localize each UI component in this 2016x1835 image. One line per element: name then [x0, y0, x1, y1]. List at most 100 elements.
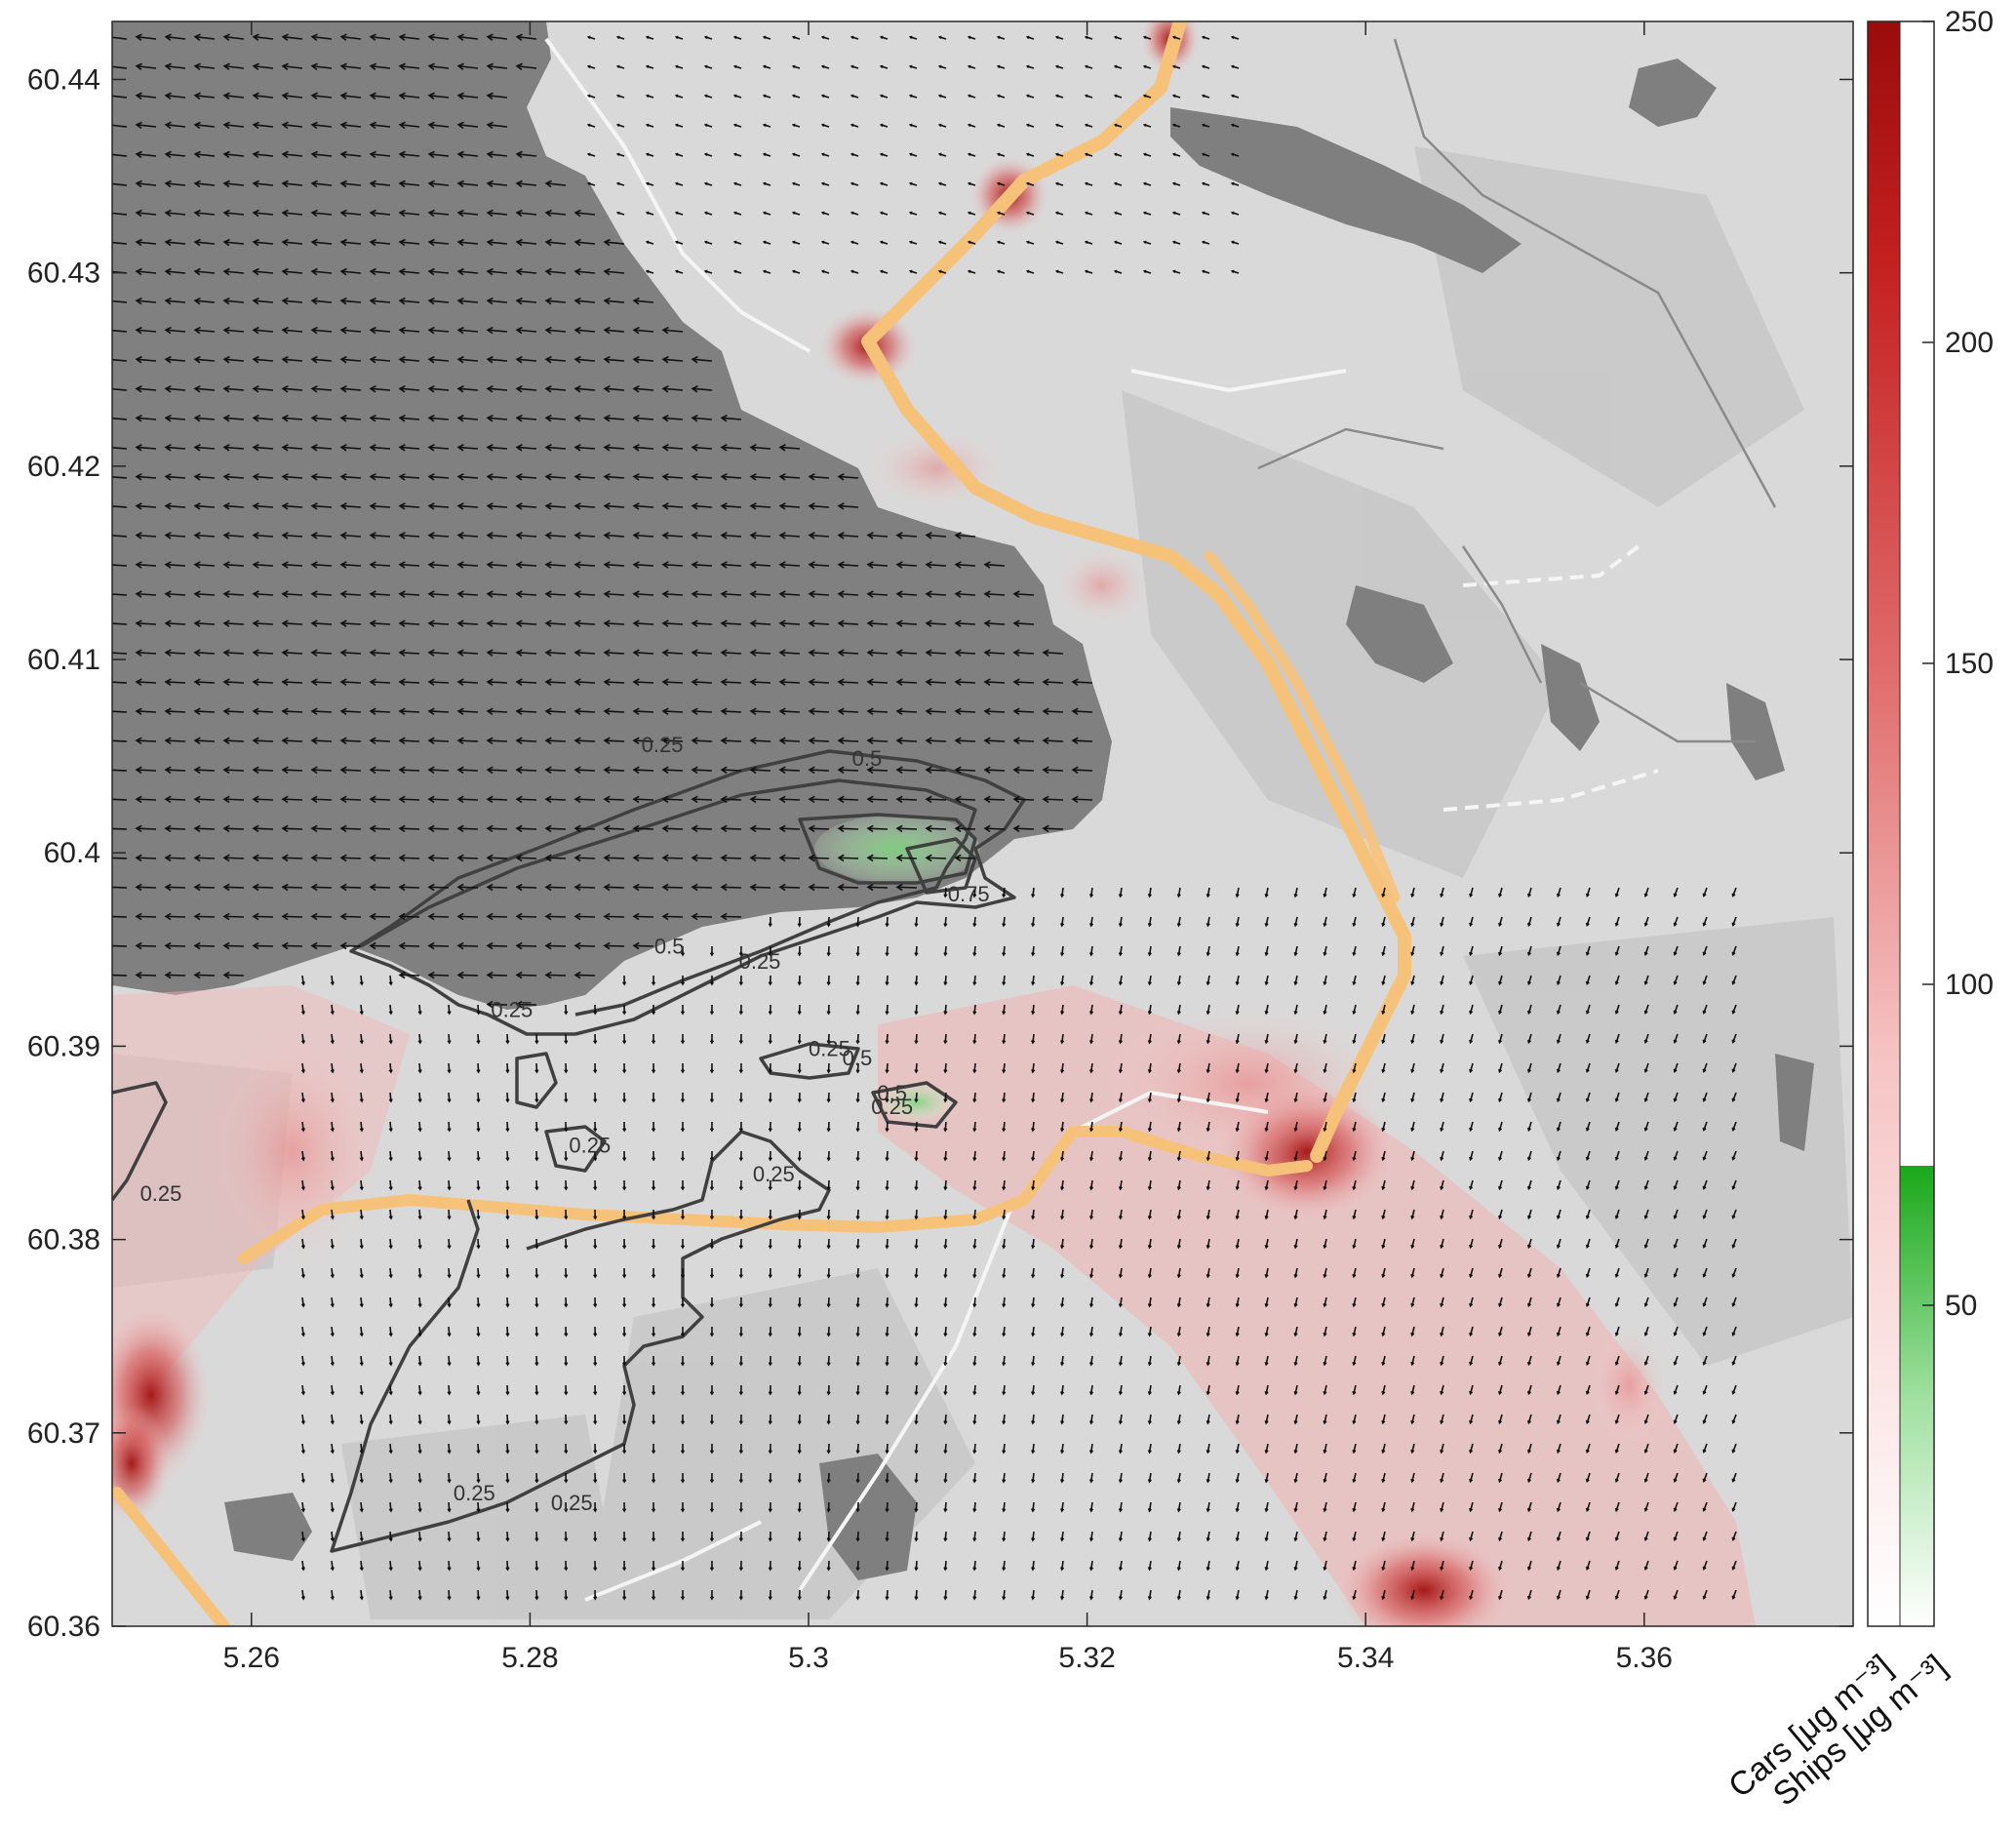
wind-arrow	[1469, 1179, 1474, 1191]
wind-arrow	[1176, 1560, 1181, 1572]
wind-arrow	[1381, 1033, 1386, 1045]
wind-arrow	[1526, 1589, 1532, 1601]
wind-arrow	[1614, 1531, 1620, 1542]
wind-arrow	[1031, 1004, 1036, 1016]
wind-arrow	[573, 502, 596, 510]
wind-arrow	[826, 1121, 831, 1133]
wind-arrow	[937, 181, 947, 186]
wind-arrow	[632, 355, 654, 364]
wind-arrow	[1235, 1179, 1240, 1191]
wind-arrow	[573, 619, 596, 627]
wind-arrow	[1293, 916, 1298, 928]
wind-arrow	[586, 64, 596, 69]
wind-arrow	[1498, 1121, 1503, 1133]
wind-arrow	[369, 854, 391, 862]
wind-arrow	[1526, 1296, 1532, 1308]
wind-arrow	[1585, 1209, 1591, 1220]
wind-arrow	[1614, 1414, 1620, 1425]
wind-arrow	[937, 94, 947, 99]
wind-arrow	[954, 766, 976, 775]
wind-arrow	[193, 766, 216, 775]
wind-arrow	[1556, 1560, 1561, 1572]
wind-arrow	[1031, 916, 1036, 928]
wind-arrow	[1440, 1589, 1444, 1601]
wind-arrow	[908, 94, 918, 99]
wind-arrow	[1088, 887, 1094, 898]
wind-arrow	[808, 619, 830, 627]
wind-arrow	[1293, 1384, 1298, 1396]
wind-arrow	[632, 415, 654, 422]
wind-arrow	[914, 916, 919, 928]
wind-arrow	[738, 1472, 743, 1484]
wind-arrow	[1702, 1355, 1708, 1366]
wind-arrow	[651, 1004, 656, 1016]
wind-arrow	[330, 1355, 335, 1367]
wind-arrow	[1323, 975, 1327, 986]
wind-arrow	[1585, 887, 1591, 898]
wind-arrow	[339, 297, 362, 305]
wind-arrow	[447, 1296, 452, 1308]
wind-arrow	[1440, 1326, 1444, 1337]
wind-arrow	[1440, 887, 1444, 898]
wind-arrow	[281, 326, 303, 335]
wind-arrow	[369, 355, 391, 364]
wind-arrow	[369, 444, 391, 452]
wind-arrow	[1002, 1531, 1007, 1542]
wind-arrow	[544, 444, 567, 452]
wind-arrow	[1643, 975, 1649, 985]
wind-arrow	[1264, 1443, 1269, 1455]
wind-arrow	[943, 1092, 948, 1103]
wind-arrow	[339, 854, 362, 862]
wind-arrow	[1585, 1150, 1591, 1162]
wind-arrow	[632, 737, 654, 745]
wind-arrow	[943, 1062, 948, 1074]
wind-arrow	[850, 94, 859, 99]
wind-arrow	[1088, 1501, 1094, 1513]
wind-arrow	[310, 62, 333, 71]
wind-arrow	[1381, 1267, 1386, 1279]
wind-arrow	[564, 1062, 569, 1074]
wind-arrow	[1643, 1062, 1649, 1073]
wind-arrow	[544, 649, 567, 657]
wind-arrow	[281, 150, 303, 159]
colorbar-tick-label: 50	[1945, 1290, 1977, 1322]
contour-label: 0.25	[140, 1181, 182, 1206]
wind-arrow	[388, 1267, 393, 1279]
wind-arrow	[1293, 1560, 1298, 1572]
wind-arrow	[1585, 1238, 1591, 1250]
wind-arrow	[281, 532, 303, 539]
wind-arrow	[534, 1443, 539, 1455]
wind-arrow	[651, 1414, 656, 1425]
wind-arrow	[398, 180, 420, 188]
wind-arrow	[1293, 1033, 1298, 1045]
x-tick-label: 5.3	[788, 1642, 829, 1674]
wind-vector-field	[112, 33, 1737, 1601]
wind-arrow	[1469, 1501, 1474, 1513]
wind-arrow	[573, 297, 596, 305]
wind-arrow	[252, 561, 274, 569]
wind-arrow	[1614, 1121, 1620, 1133]
wind-arrow	[534, 1150, 539, 1162]
wind-arrow	[281, 502, 303, 510]
wind-arrow	[709, 1326, 715, 1337]
wind-arrow	[369, 384, 391, 393]
wind-arrow	[1323, 1531, 1327, 1542]
wind-arrow	[1526, 1121, 1532, 1133]
wind-arrow	[691, 384, 713, 393]
wind-arrow	[398, 766, 420, 775]
wind-arrow	[534, 1560, 539, 1572]
wind-arrow	[645, 35, 654, 40]
wind-arrow	[1118, 1092, 1123, 1103]
wind-arrow	[651, 1238, 656, 1250]
wind-arrow	[1002, 1501, 1007, 1513]
wind-arrow	[300, 1414, 305, 1425]
wind-arrow	[1088, 1472, 1094, 1484]
wind-arrow	[505, 1267, 510, 1279]
wind-arrow	[193, 355, 216, 364]
wind-arrow	[622, 1560, 627, 1572]
wind-arrow	[709, 1092, 715, 1103]
wind-arrow	[135, 590, 157, 598]
wind-arrow	[1031, 1472, 1036, 1484]
wind-arrow	[615, 211, 625, 216]
wind-arrow	[112, 150, 128, 158]
